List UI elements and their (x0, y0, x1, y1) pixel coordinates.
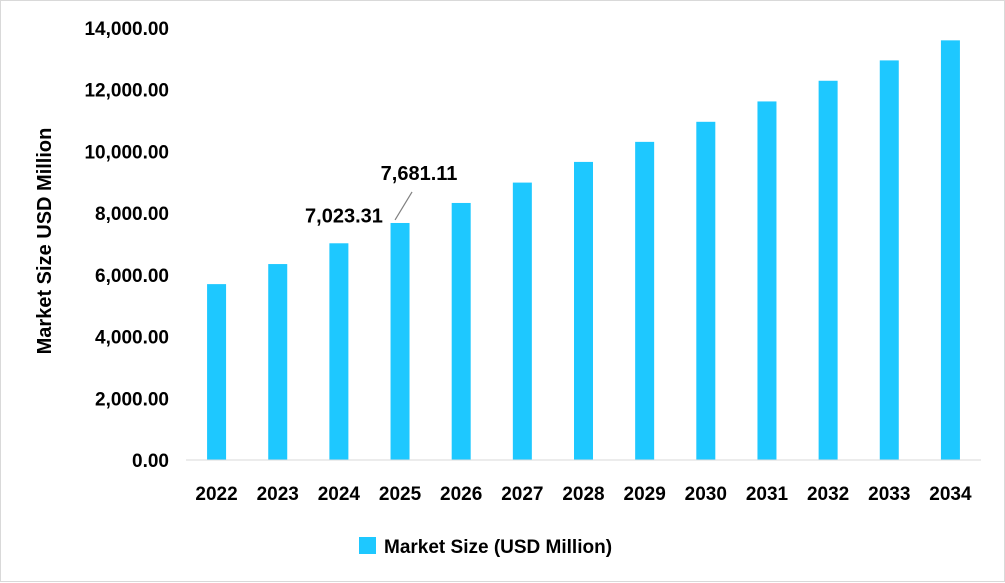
legend-swatch (359, 537, 376, 554)
y-tick-labels: 0.00 2,000.00 4,000.00 6,000.00 8,000.00 10,0… (84, 19, 169, 472)
x-tick-labels: 2022 2023 2024 2025 2026 2027 2028 2029 2030 2031… (195, 484, 972, 505)
y-tick-label: 10,000.00 (84, 142, 169, 163)
x-tick-label: 2027 (501, 484, 543, 505)
x-tick-label: 2031 (746, 484, 789, 505)
bar-2023 (268, 264, 288, 460)
x-tick-label: 2034 (929, 484, 972, 505)
legend-label: Market Size (USD Million) (384, 537, 612, 558)
bar-2034 (940, 40, 960, 460)
y-tick-label: 8,000.00 (95, 204, 169, 225)
x-tick-label: 2033 (868, 484, 910, 505)
bar-2032 (818, 80, 838, 460)
bar-2028 (574, 161, 593, 461)
y-tick-label: 14,000.00 (84, 19, 169, 40)
bar-2031 (757, 101, 777, 460)
bar-2022 (207, 284, 227, 460)
data-label: 7,023.31 (305, 205, 383, 227)
y-tick-label: 2,000.00 (95, 389, 169, 410)
y-tick-label: 12,000.00 (84, 81, 169, 102)
bars (207, 40, 960, 461)
x-tick-label: 2026 (440, 484, 482, 505)
x-tick-label: 2032 (807, 484, 849, 505)
bar-2025 (390, 222, 410, 460)
x-tick-label: 2022 (195, 484, 237, 505)
data-label-leader (394, 191, 413, 221)
bar-2027 (512, 182, 532, 460)
bar-2024 (329, 243, 349, 460)
y-tick-label: 6,000.00 (95, 266, 169, 287)
bar-2026 (451, 202, 471, 460)
legend: Market Size (USD Million) (359, 537, 612, 558)
data-label: 7,681.11 (381, 163, 458, 185)
x-tick-label: 2024 (318, 484, 361, 505)
data-labels: 7,023.31 7,681.11 (305, 163, 457, 227)
y-tick-label: 0.00 (132, 451, 169, 472)
x-tick-label: 2023 (257, 484, 299, 505)
x-tick-label: 2028 (562, 484, 604, 505)
y-tick-label: 4,000.00 (95, 328, 169, 349)
x-tick-label: 2025 (379, 484, 422, 505)
bar-2029 (635, 141, 655, 460)
x-tick-label: 2030 (685, 484, 727, 505)
bar-2030 (696, 121, 716, 460)
y-axis-label: Market Size USD Million (34, 128, 56, 355)
x-tick-label: 2029 (624, 484, 666, 505)
bar-2033 (879, 60, 899, 461)
